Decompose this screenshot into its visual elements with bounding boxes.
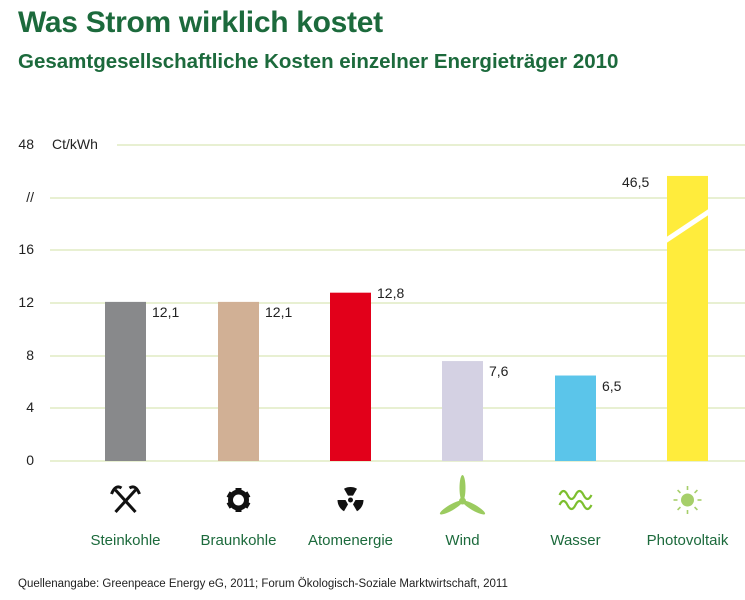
sun-icon bbox=[673, 486, 702, 514]
bar-braunkohle bbox=[218, 301, 259, 461]
bar-steinkohle bbox=[105, 301, 146, 461]
wind-turbine-icon bbox=[439, 475, 486, 515]
water-waves-icon bbox=[558, 489, 593, 511]
y-tick-label: 0 bbox=[26, 452, 34, 468]
page-subtitle: Gesamtgesellschaftliche Kosten einzelner… bbox=[18, 50, 619, 73]
value-label: 46,5 bbox=[622, 173, 650, 190]
category-label: Braunkohle bbox=[200, 532, 277, 549]
value-label: 12,1 bbox=[265, 303, 293, 320]
bar-atomenergie bbox=[330, 292, 371, 461]
y-tick-label: 8 bbox=[26, 347, 34, 363]
radiation-icon bbox=[337, 487, 364, 512]
category-label: Steinkohle bbox=[90, 532, 161, 549]
y-tick-label: 48 bbox=[18, 136, 34, 152]
value-label: 12,1 bbox=[152, 303, 180, 320]
category-label: Atomenergie bbox=[307, 532, 394, 549]
y-tick-label: 4 bbox=[26, 399, 34, 415]
y-axis-unit: Ct/kWh bbox=[52, 136, 98, 152]
page-title: Was Strom wirklich kostet bbox=[18, 6, 383, 39]
y-tick-label: // bbox=[26, 189, 34, 205]
category-label: Photovoltaik bbox=[646, 532, 729, 549]
category-label: Wind bbox=[445, 532, 480, 549]
hammer-pick-icon bbox=[110, 485, 141, 514]
source-note: Quellenangabe: Greenpeace Energy eG, 201… bbox=[18, 578, 508, 590]
bar-wasser bbox=[555, 375, 596, 461]
gear-icon bbox=[226, 488, 251, 512]
value-label: 6,5 bbox=[602, 377, 622, 394]
category-label: Wasser bbox=[550, 532, 601, 549]
axis-break-mark bbox=[665, 208, 710, 244]
bar-wind bbox=[442, 361, 483, 461]
value-label: 7,6 bbox=[489, 363, 509, 380]
y-tick-label: 12 bbox=[18, 294, 34, 310]
value-label: 12,8 bbox=[377, 284, 405, 301]
y-tick-label: 16 bbox=[18, 241, 34, 257]
